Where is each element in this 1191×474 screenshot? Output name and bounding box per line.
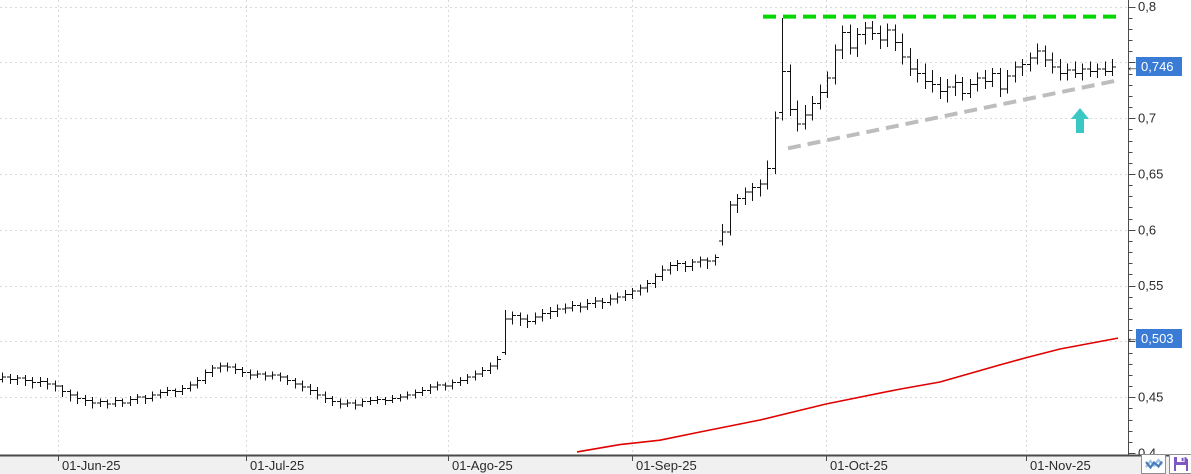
y-axis-label: 0,65 xyxy=(1138,167,1163,182)
gridlines xyxy=(0,0,1128,455)
moving-average-line xyxy=(576,337,1119,453)
x-axis-label: 01-Oct-25 xyxy=(830,458,888,473)
price-pointer-icon: ← xyxy=(1126,330,1139,345)
ohlc-bars xyxy=(0,17,1116,410)
y-axis-label: 0,45 xyxy=(1138,390,1163,405)
x-axis-label: 01-Nov-25 xyxy=(1030,458,1091,473)
y-axis-label: 0,55 xyxy=(1138,278,1163,293)
floppy-icon xyxy=(1174,457,1188,471)
zigzag-icon xyxy=(1144,457,1163,469)
up-signal-arrow-icon xyxy=(1071,108,1089,133)
y-axis: 0,80,70,650,60,550,450,4 xyxy=(1128,0,1163,461)
indicator-style-button[interactable] xyxy=(1141,454,1166,474)
y-axis-label: 0,6 xyxy=(1138,222,1156,237)
x-axis: 01-Jun-25 01-Jul-25 01-Ago-25 01-Sep-25 01-O… xyxy=(0,454,1191,474)
ma-price-badge: 0,503 xyxy=(1136,329,1182,348)
price-pointer-icon: ← xyxy=(1126,59,1139,74)
save-button[interactable] xyxy=(1169,454,1191,474)
y-axis-label: 0,7 xyxy=(1138,111,1156,126)
last-price-badge: 0,746 xyxy=(1136,57,1182,76)
trend-line xyxy=(787,78,1119,151)
x-axis-label: 01-Jun-25 xyxy=(62,458,121,473)
x-axis-label: 01-Sep-25 xyxy=(636,458,697,473)
x-axis-label: 01-Ago-25 xyxy=(452,458,513,473)
x-axis-label: 01-Jul-25 xyxy=(250,458,304,473)
y-axis-label: 0,8 xyxy=(1138,0,1156,14)
